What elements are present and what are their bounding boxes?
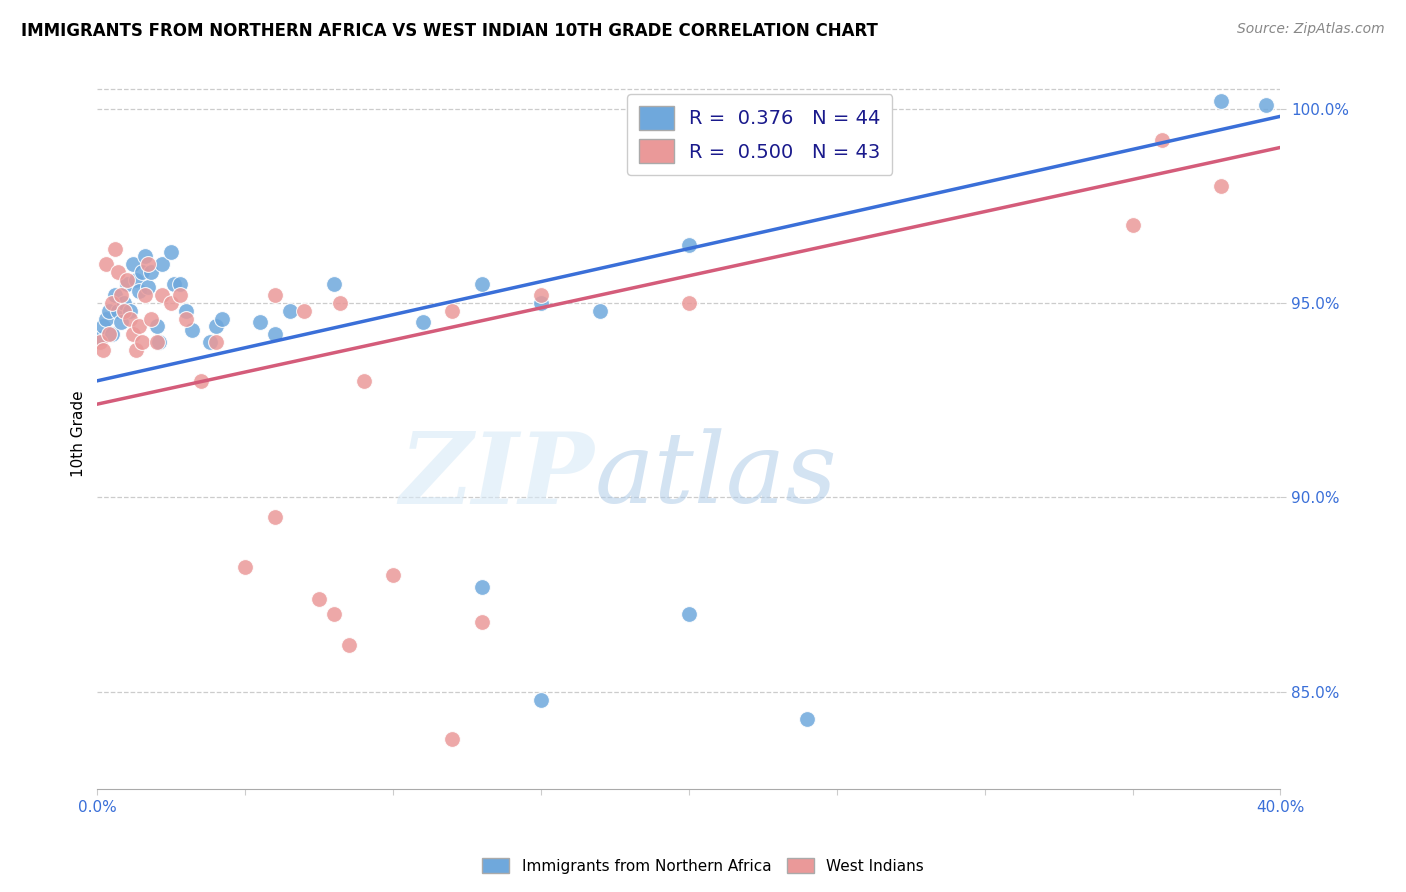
Point <box>91 343 114 357</box>
Point <box>337 638 360 652</box>
Legend: Immigrants from Northern Africa, West Indians: Immigrants from Northern Africa, West In… <box>475 852 931 880</box>
Point <box>131 334 153 349</box>
Point <box>353 374 375 388</box>
Point <box>160 245 183 260</box>
Point <box>89 331 111 345</box>
Point <box>204 334 226 349</box>
Point <box>128 285 150 299</box>
Point <box>101 296 124 310</box>
Point <box>152 257 174 271</box>
Point <box>1211 179 1233 194</box>
Point <box>110 288 132 302</box>
Point <box>796 712 818 726</box>
Point <box>292 303 315 318</box>
Point <box>118 311 141 326</box>
Point <box>169 288 191 302</box>
Y-axis label: 10th Grade: 10th Grade <box>72 390 86 476</box>
Point <box>145 334 167 349</box>
Point <box>441 303 464 318</box>
Point <box>174 311 197 326</box>
Point <box>174 303 197 318</box>
Point <box>589 303 612 318</box>
Point <box>136 280 159 294</box>
Point <box>471 580 494 594</box>
Point <box>471 277 494 291</box>
Point <box>160 296 183 310</box>
Point <box>115 273 138 287</box>
Point <box>91 319 114 334</box>
Point <box>329 296 352 310</box>
Point <box>98 327 121 342</box>
Text: atlas: atlas <box>595 428 837 524</box>
Point <box>110 315 132 329</box>
Point <box>152 288 174 302</box>
Point <box>121 327 143 342</box>
Point <box>530 296 553 310</box>
Point <box>145 319 167 334</box>
Point <box>1254 97 1277 112</box>
Point <box>678 296 700 310</box>
Point <box>115 277 138 291</box>
Point <box>96 311 118 326</box>
Point <box>263 327 285 342</box>
Text: Source: ZipAtlas.com: Source: ZipAtlas.com <box>1237 22 1385 37</box>
Point <box>441 731 464 746</box>
Point <box>107 303 129 318</box>
Point <box>1152 133 1174 147</box>
Point <box>134 249 156 263</box>
Point <box>169 277 191 291</box>
Point <box>382 568 405 582</box>
Point <box>139 265 162 279</box>
Point <box>112 296 135 310</box>
Point <box>530 692 553 706</box>
Point <box>263 509 285 524</box>
Point <box>233 560 256 574</box>
Point <box>249 315 271 329</box>
Point <box>89 334 111 349</box>
Point <box>96 257 118 271</box>
Point <box>211 311 233 326</box>
Point <box>98 303 121 318</box>
Point <box>1121 218 1143 232</box>
Point <box>104 242 127 256</box>
Point <box>136 257 159 271</box>
Text: IMMIGRANTS FROM NORTHERN AFRICA VS WEST INDIAN 10TH GRADE CORRELATION CHART: IMMIGRANTS FROM NORTHERN AFRICA VS WEST … <box>21 22 877 40</box>
Point <box>131 265 153 279</box>
Point <box>121 257 143 271</box>
Point <box>134 288 156 302</box>
Legend: R =  0.376   N = 44, R =  0.500   N = 43: R = 0.376 N = 44, R = 0.500 N = 43 <box>627 95 893 175</box>
Point <box>198 334 221 349</box>
Point <box>112 303 135 318</box>
Point <box>1211 94 1233 108</box>
Point <box>323 607 346 621</box>
Point <box>471 615 494 629</box>
Point <box>107 265 129 279</box>
Point <box>678 607 700 621</box>
Point <box>181 323 204 337</box>
Text: ZIP: ZIP <box>399 428 595 524</box>
Point <box>190 374 212 388</box>
Point <box>530 288 553 302</box>
Point <box>412 315 434 329</box>
Point <box>125 343 148 357</box>
Point <box>678 237 700 252</box>
Point <box>118 303 141 318</box>
Point <box>125 273 148 287</box>
Point <box>148 334 170 349</box>
Point <box>263 288 285 302</box>
Point <box>278 303 301 318</box>
Point <box>101 327 124 342</box>
Point <box>163 277 186 291</box>
Point <box>128 319 150 334</box>
Point <box>204 319 226 334</box>
Point <box>104 288 127 302</box>
Point <box>139 311 162 326</box>
Point <box>308 591 330 606</box>
Point <box>323 277 346 291</box>
